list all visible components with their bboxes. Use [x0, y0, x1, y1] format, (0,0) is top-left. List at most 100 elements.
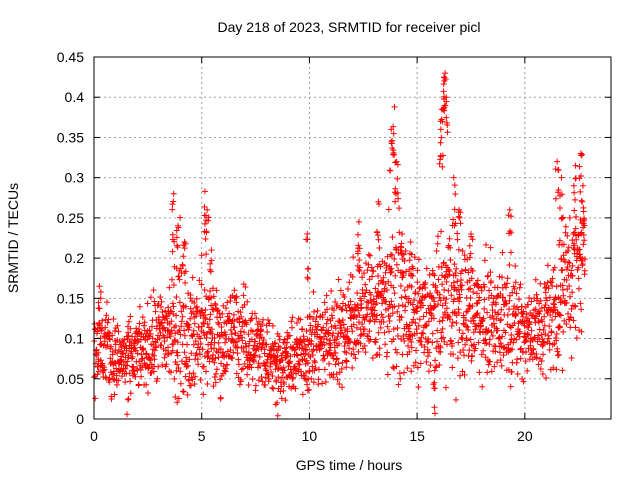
data-point	[392, 272, 399, 279]
data-point	[451, 284, 458, 291]
data-point	[397, 243, 404, 250]
data-point	[303, 236, 310, 243]
data-point	[349, 273, 356, 280]
data-point	[435, 233, 442, 240]
data-point	[475, 284, 482, 291]
data-point	[566, 293, 573, 300]
data-point	[354, 302, 361, 309]
data-point	[504, 275, 511, 282]
data-point	[182, 303, 189, 310]
data-point	[125, 329, 132, 336]
data-point	[443, 305, 450, 312]
data-point	[99, 317, 106, 324]
y-axis-title: SRMTID / TECUs	[5, 183, 21, 293]
data-point	[313, 326, 320, 333]
data-point	[337, 287, 344, 294]
data-point	[381, 329, 388, 336]
data-point	[150, 287, 157, 294]
data-point	[409, 301, 416, 308]
data-point	[200, 319, 207, 326]
data-point	[173, 293, 180, 300]
data-point	[426, 349, 433, 356]
data-point	[180, 253, 187, 260]
data-point	[194, 356, 201, 363]
data-point	[226, 316, 233, 323]
data-point	[294, 319, 301, 326]
y-tick-label: 0	[76, 411, 84, 427]
data-point	[390, 123, 397, 130]
data-point	[556, 205, 563, 212]
data-point	[361, 342, 368, 349]
data-point	[204, 381, 211, 388]
data-point	[107, 355, 114, 362]
data-point	[430, 381, 437, 388]
data-point	[219, 310, 226, 317]
data-point	[436, 318, 443, 325]
data-point	[97, 288, 104, 295]
data-point	[473, 300, 480, 307]
data-point	[164, 334, 171, 341]
data-point	[360, 330, 367, 337]
data-point	[563, 321, 570, 328]
data-point	[516, 284, 523, 291]
data-point	[513, 336, 520, 343]
data-point	[486, 336, 493, 343]
data-point	[421, 294, 428, 301]
data-point	[281, 336, 288, 343]
data-point	[570, 182, 577, 189]
data-point	[269, 322, 276, 329]
data-point	[108, 396, 115, 403]
data-point	[459, 248, 466, 255]
data-point	[528, 327, 535, 334]
data-point	[304, 230, 311, 237]
data-point	[304, 387, 311, 394]
data-point	[441, 309, 448, 316]
data-point	[341, 348, 348, 355]
data-point	[252, 347, 259, 354]
x-tick-label: 20	[517, 428, 533, 444]
data-point	[573, 236, 580, 243]
data-point	[487, 269, 494, 276]
data-point	[201, 286, 208, 293]
data-point	[323, 292, 330, 299]
data-point	[539, 371, 546, 378]
data-point	[198, 281, 205, 288]
data-point	[110, 376, 117, 383]
data-point	[120, 350, 127, 357]
data-point	[398, 294, 405, 301]
data-point	[329, 332, 336, 339]
data-point	[363, 287, 370, 294]
data-point	[576, 175, 583, 182]
data-point	[278, 395, 285, 402]
data-point	[111, 391, 118, 398]
data-point	[578, 229, 585, 236]
data-point	[575, 285, 582, 292]
data-point	[289, 314, 296, 321]
data-point	[432, 357, 439, 364]
data-point	[394, 308, 401, 315]
data-point	[333, 356, 340, 363]
data-point	[476, 294, 483, 301]
data-point	[132, 373, 139, 380]
data-point	[545, 285, 552, 292]
data-point	[129, 353, 136, 360]
data-point	[187, 315, 194, 322]
data-point	[399, 251, 406, 258]
data-point	[389, 310, 396, 317]
data-point	[565, 259, 572, 266]
data-point	[387, 269, 394, 276]
data-point	[427, 362, 434, 369]
data-point	[197, 377, 204, 384]
data-point	[394, 325, 401, 332]
data-point	[334, 333, 341, 340]
data-point	[292, 385, 299, 392]
data-point	[396, 370, 403, 377]
data-point	[350, 346, 357, 353]
data-point	[443, 114, 450, 121]
data-point	[139, 355, 146, 362]
data-point	[387, 312, 394, 319]
data-point	[139, 314, 146, 321]
data-point	[438, 264, 445, 271]
data-point	[388, 298, 395, 305]
data-point	[263, 367, 270, 374]
